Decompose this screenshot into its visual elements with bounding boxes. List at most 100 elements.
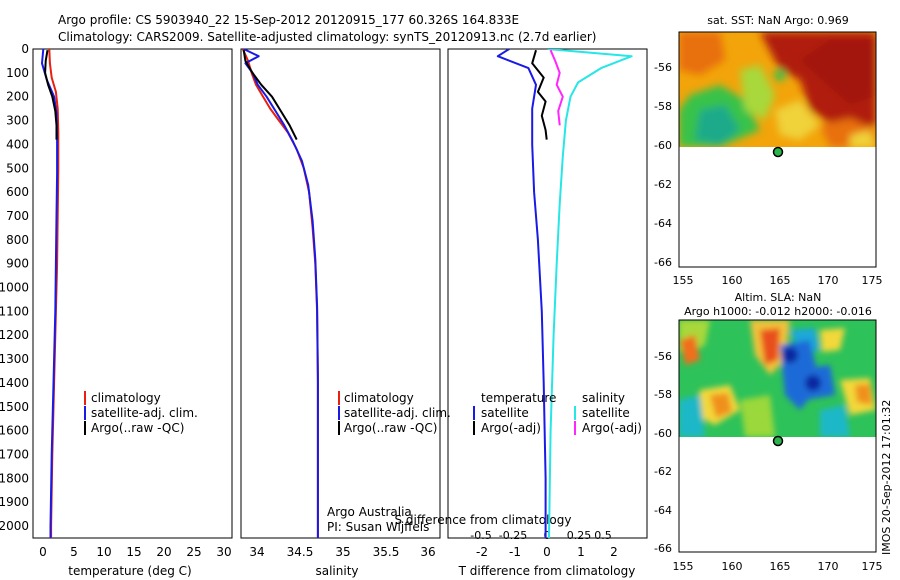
salinity-panel (240, 48, 441, 539)
series-line-temperature-argo-adj (531, 49, 548, 140)
legend-title-salinity: salinity (582, 391, 625, 405)
salinity-legend: climatology satellite-adj. clim. Argo(..… (327, 391, 451, 534)
lat-tick: -56 (654, 61, 672, 74)
temp-tick: 25 (186, 545, 201, 559)
legend-label: Argo(-adj) (582, 421, 642, 435)
credit-line1: Argo Australia (327, 505, 412, 519)
depth-tick-label: 500 (6, 161, 29, 175)
lon-tick: 175 (862, 274, 883, 287)
sla-map-title: Altim. SLA: NaN (735, 291, 822, 304)
lat-tick: -60 (654, 139, 672, 152)
sla-map-axes: -56 -58 -60 -62 -64 -66 155 160 165 170 … (654, 350, 882, 573)
figure-title-line1: Argo profile: CS 5903940_22 15-Sep-2012 … (58, 13, 519, 27)
imos-timestamp: IMOS 20-Sep-2012 17:01:32 (880, 400, 893, 555)
sst-map (679, 32, 876, 267)
series-line-argo-raw-qc (242, 50, 298, 141)
depth-tick-label: 0 (21, 42, 29, 56)
diff-xlabel-top: S difference from climatology (395, 513, 572, 527)
t-diff-tick: 2 (610, 545, 618, 559)
sal-tick: 34.5 (287, 545, 314, 559)
lon-tick: 160 (722, 560, 743, 573)
s-diff-tick: -0.5 (470, 529, 491, 542)
depth-tick-label: 1800 (0, 471, 29, 485)
depth-tick-label: 1300 (0, 352, 29, 366)
s-diff-tick: 0.5 (594, 529, 612, 542)
temperature-x-axis: 0 5 10 15 20 25 30 temperature (deg C) (39, 545, 231, 578)
t-diff-tick: 0 (543, 545, 551, 559)
depth-tick-label: 1400 (0, 376, 29, 390)
depth-tick-label: 1700 (0, 448, 29, 462)
temperature-panel (32, 48, 233, 539)
lon-tick: 165 (770, 560, 791, 573)
depth-tick-label: 1100 (0, 304, 29, 318)
legend-label: satellite (481, 406, 529, 420)
s-diff-tick: -0.25 (499, 529, 527, 542)
depth-tick-label: 300 (6, 114, 29, 128)
argo-position-marker (772, 435, 784, 447)
figure-title-line2: Climatology: CARS2009. Satellite-adjuste… (58, 30, 596, 44)
legend-label: satellite (582, 406, 630, 420)
sal-tick: 34 (249, 545, 264, 559)
lat-tick: -64 (654, 504, 672, 517)
lat-tick: -56 (654, 350, 672, 363)
salinity-x-axis: 34 34.5 35 35.5 36 salinity (249, 545, 435, 578)
lon-tick: 175 (862, 560, 883, 573)
temperature-legend: climatology satellite-adj. clim. Argo(..… (84, 391, 198, 435)
depth-tick-label: 1500 (0, 400, 29, 414)
series-line-temperature-satellite (496, 49, 547, 538)
sla-no-data (679, 437, 876, 552)
lon-tick: 170 (818, 560, 839, 573)
lat-tick: -66 (654, 542, 672, 555)
lat-tick: -58 (654, 388, 672, 401)
depth-axis: 0 100 200 300 400 500 600 700 800 900 1000 1100 1200… (0, 42, 29, 533)
depth-tick-label: 2000 (0, 519, 29, 533)
temperature-series-group (41, 49, 60, 538)
legend-label: climatology (344, 391, 414, 405)
difference-legend: temperature salinity satellite Argo(-adj… (473, 391, 642, 435)
depth-tick-label: 600 (6, 185, 29, 199)
difference-panel (447, 48, 648, 539)
temp-tick: 15 (126, 545, 141, 559)
series-line-argo-raw-qc (44, 50, 58, 140)
sal-tick: 35.5 (373, 545, 400, 559)
depth-tick-label: 1900 (0, 495, 29, 509)
series-line-salinity-satellite (547, 49, 633, 538)
lat-tick: -60 (654, 427, 672, 440)
depth-tick-label: 1200 (0, 328, 29, 342)
depth-tick-label: 1600 (0, 424, 29, 438)
temp-tick: 20 (156, 545, 171, 559)
sst-no-data (679, 147, 876, 267)
sla-map (679, 320, 876, 552)
lat-tick: -66 (654, 256, 672, 269)
sal-tick: 35 (335, 545, 350, 559)
sst-map-frame (678, 31, 877, 268)
sst-map-title: sat. SST: NaN Argo: 0.969 (707, 14, 848, 27)
legend-label: satellite-adj. clim. (344, 406, 451, 420)
t-diff-tick: -1 (509, 545, 521, 559)
depth-tick-label: 700 (6, 209, 29, 223)
lon-tick: 160 (722, 274, 743, 287)
temp-tick: 10 (96, 545, 111, 559)
depth-tick-label: 900 (6, 257, 29, 271)
difference-series-group (496, 49, 633, 538)
legend-label: climatology (91, 391, 161, 405)
legend-label: Argo(..raw -QC) (344, 421, 437, 435)
diff-xlabel: T difference from climatology (458, 564, 636, 578)
lon-tick: 170 (818, 274, 839, 287)
credit-line2: PI: Susan Wijffels (327, 520, 429, 534)
s-diff-tick: 0.25 (567, 529, 592, 542)
series-line-satellite-adj-clim (41, 49, 59, 538)
sal-tick: 36 (420, 545, 435, 559)
s-diff-tick: 0 (544, 529, 551, 542)
legend-label: Argo(-adj) (481, 421, 541, 435)
lon-tick: 155 (673, 274, 694, 287)
difference-x-axis: S difference from climatology -0.5 -0.25… (395, 513, 636, 578)
sla-map-frame (678, 319, 877, 553)
depth-tick-label: 200 (6, 90, 29, 104)
lat-tick: -58 (654, 100, 672, 113)
legend-label: Argo(..raw -QC) (91, 421, 184, 435)
t-diff-tick: 1 (577, 545, 585, 559)
depth-tick-label: 100 (6, 66, 29, 80)
lat-tick: -62 (654, 178, 672, 191)
